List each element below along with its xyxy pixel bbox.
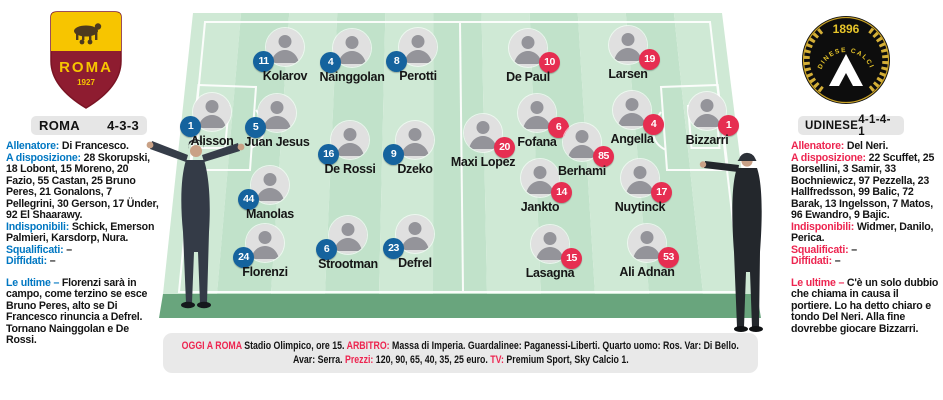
roma-latest-news: Le ultime – Florenzi sarà in campo, come…	[6, 276, 148, 346]
udinese-bench-line: A disposizione: 22 Scuffet, 25 Borsellin…	[791, 151, 935, 221]
udinese-crest: 1896 UDINESE CALCIO	[800, 12, 890, 104]
coach-figure-left	[146, 139, 245, 309]
roma-suspended-line: Squalificati: –	[6, 243, 72, 256]
roma-unavailable-line: Indisponibili: Schick, Emerson Palmieri,…	[6, 220, 155, 244]
roma-notes: Allenatore: Di Francesco. A disposizione…	[6, 140, 159, 347]
match-info-bar: OGGI A ROMA Stadio Olimpico, ore 15. ARB…	[163, 333, 758, 373]
roma-crest-name: ROMA	[59, 59, 113, 76]
udinese-crest-year: 1896	[833, 22, 860, 36]
roma-crest: ROMA 1927	[50, 11, 122, 109]
roma-wolf-emblem	[74, 23, 102, 45]
roma-bench-line: A disposizione: 28 Skorupski, 18 Lobont,…	[6, 151, 159, 221]
pitch-front-face	[159, 294, 761, 318]
roma-crest-year: 1927	[77, 78, 95, 87]
udinese-header: UDINESE 4-1-4-1	[798, 113, 904, 138]
udinese-emblem	[829, 54, 863, 86]
roma-header-formation: 4-3-3	[107, 118, 139, 133]
udinese-notes: Allenatore: Del Neri. A disposizione: 22…	[791, 140, 940, 335]
udinese-latest-news: Le ultime – C'è un solo dubbio che chiam…	[791, 276, 939, 335]
coach-figure-right	[699, 152, 763, 332]
udinese-header-name: UDINESE	[805, 119, 859, 132]
udinese-laurel	[803, 27, 889, 93]
roma-booked-line: Diffidati: –	[6, 255, 56, 267]
udinese-coach-line: Allenatore: Del Neri.	[791, 140, 889, 152]
udinese-suspended-line: Squalificati: –	[791, 243, 857, 256]
udinese-booked-line: Diffidati: –	[791, 255, 841, 267]
roma-header: ROMA 4-3-3	[31, 116, 147, 135]
match-info-line-2: Avar: Serra. Prezzi: 120, 90, 65, 40, 35…	[292, 354, 629, 366]
roma-coach-line: Allenatore: Di Francesco.	[6, 140, 129, 152]
roma-header-name: ROMA	[39, 118, 80, 133]
match-info-line-1: OGGI A ROMA Stadio Olimpico, ore 15. ARB…	[181, 340, 740, 352]
udinese-unavailable-line: Indisponibili: Widmer, Danilo, Perica.	[791, 220, 934, 244]
udinese-header-formation: 4-1-4-1	[858, 113, 891, 138]
